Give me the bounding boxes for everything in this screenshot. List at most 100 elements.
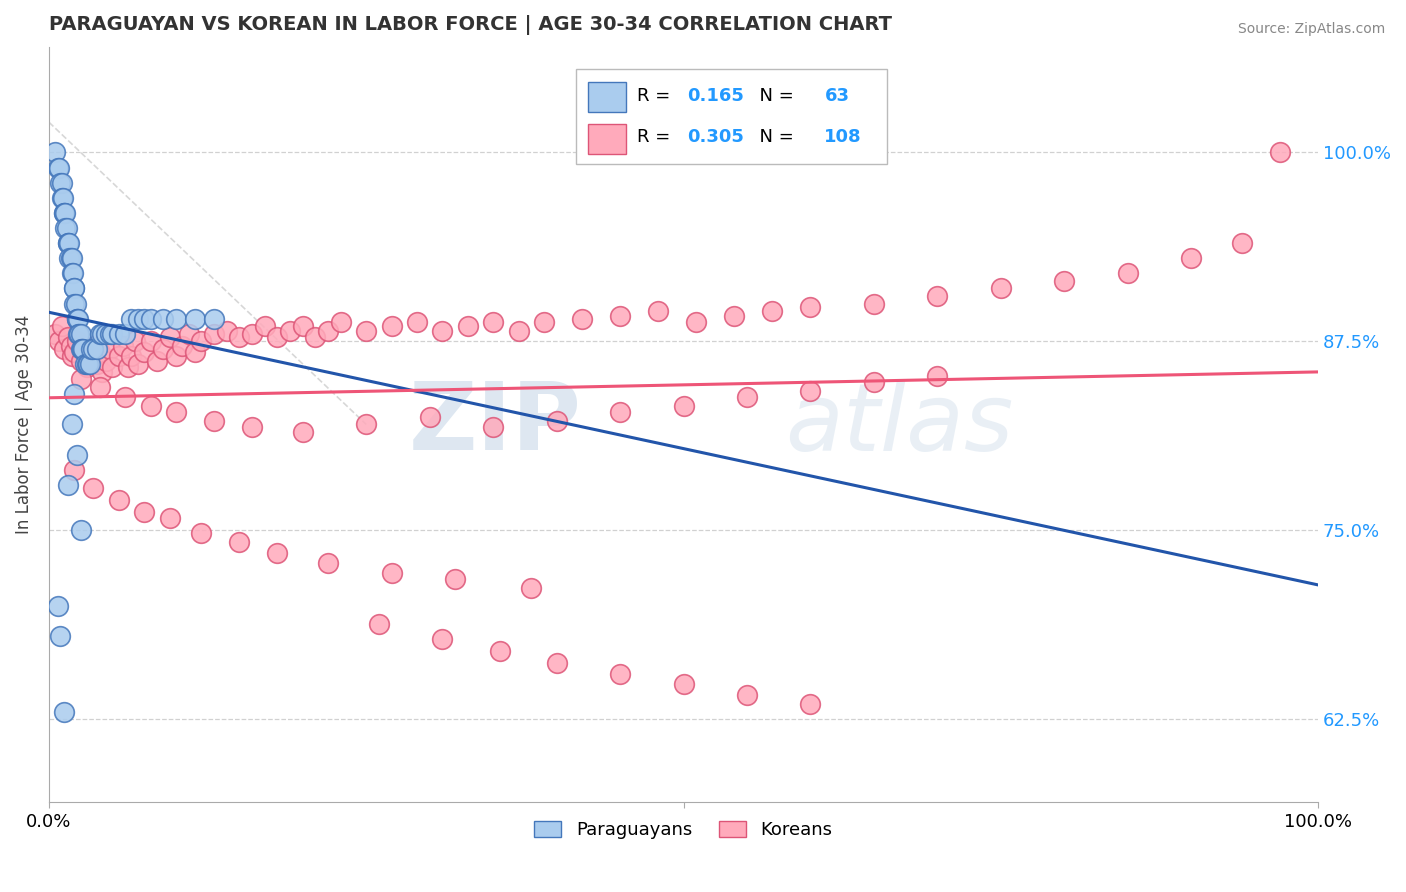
Point: [63, 387, 86, 401]
Point: [56, 236, 79, 251]
Point: [799, 697, 821, 711]
Point: [266, 546, 288, 560]
Point: [546, 657, 568, 671]
Bar: [588, 124, 627, 154]
Point: [520, 581, 543, 595]
Point: [52, 191, 75, 205]
Point: [77, 357, 100, 371]
Point: [1180, 252, 1202, 266]
Point: [114, 390, 136, 404]
Point: [73, 342, 96, 356]
Point: [53, 342, 76, 356]
Point: [66, 311, 89, 326]
Point: [49, 176, 72, 190]
Point: [172, 339, 194, 353]
Point: [48, 161, 70, 175]
Point: [134, 505, 156, 519]
Point: [59, 339, 82, 353]
Text: ZIP: ZIP: [409, 378, 582, 470]
Point: [381, 319, 404, 334]
Point: [44, 326, 66, 341]
Point: [672, 400, 695, 414]
Point: [228, 535, 250, 549]
Point: [73, 357, 96, 371]
Point: [533, 315, 555, 329]
Point: [67, 311, 90, 326]
Point: [62, 266, 84, 280]
Point: [51, 319, 73, 334]
Legend: Paraguayans, Koreans: Paraguayans, Koreans: [527, 814, 839, 847]
Point: [799, 384, 821, 399]
Point: [432, 324, 454, 338]
Text: R =: R =: [637, 128, 676, 146]
Point: [571, 311, 593, 326]
Point: [406, 315, 429, 329]
Point: [80, 342, 103, 356]
Point: [48, 334, 70, 349]
Point: [60, 252, 83, 266]
Point: [94, 326, 117, 341]
Point: [124, 334, 146, 349]
Bar: [588, 82, 627, 112]
Point: [735, 390, 758, 404]
Point: [98, 326, 121, 341]
Point: [101, 326, 124, 341]
Text: 63: 63: [824, 87, 849, 104]
Point: [94, 354, 117, 368]
Point: [508, 324, 530, 338]
Point: [58, 236, 80, 251]
Point: [1116, 266, 1139, 280]
Point: [55, 206, 77, 220]
Point: [482, 315, 505, 329]
Point: [89, 345, 111, 359]
Point: [76, 357, 98, 371]
Point: [190, 526, 212, 541]
Text: 108: 108: [824, 128, 862, 146]
Point: [134, 311, 156, 326]
Point: [65, 296, 87, 310]
Point: [53, 206, 76, 220]
Point: [139, 400, 162, 414]
Point: [51, 191, 73, 205]
Point: [356, 324, 378, 338]
Y-axis label: In Labor Force | Age 30-34: In Labor Force | Age 30-34: [15, 315, 32, 534]
Point: [82, 481, 104, 495]
Point: [278, 324, 301, 338]
Point: [91, 326, 114, 341]
Point: [368, 616, 391, 631]
Point: [609, 666, 631, 681]
Point: [69, 354, 91, 368]
Point: [165, 350, 187, 364]
Point: [159, 330, 181, 344]
Point: [60, 350, 83, 364]
Point: [70, 342, 93, 356]
Point: [56, 236, 79, 251]
Point: [184, 345, 207, 359]
Point: [89, 326, 111, 341]
Point: [240, 420, 263, 434]
Point: [184, 311, 207, 326]
Text: 0.165: 0.165: [688, 87, 744, 104]
Point: [53, 206, 76, 220]
Text: 0.305: 0.305: [688, 128, 744, 146]
Point: [215, 324, 238, 338]
Point: [76, 359, 98, 374]
Point: [927, 289, 949, 303]
Point: [69, 326, 91, 341]
Point: [56, 478, 79, 492]
Point: [89, 380, 111, 394]
Text: N =: N =: [748, 87, 800, 104]
Point: [432, 632, 454, 646]
Point: [86, 357, 108, 371]
Point: [609, 309, 631, 323]
Point: [63, 296, 86, 310]
Point: [82, 339, 104, 353]
Point: [190, 334, 212, 349]
Point: [240, 326, 263, 341]
Point: [723, 309, 745, 323]
Point: [1053, 274, 1076, 288]
Text: R =: R =: [637, 87, 676, 104]
Point: [253, 319, 276, 334]
Point: [799, 300, 821, 314]
Point: [488, 644, 510, 658]
